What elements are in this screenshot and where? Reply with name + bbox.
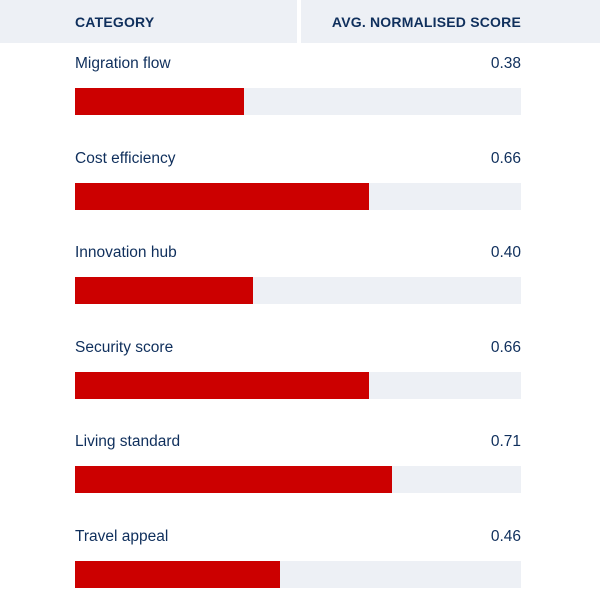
category-label: Security score (75, 338, 174, 356)
category-label: Innovation hub (75, 244, 177, 261)
bar (75, 88, 245, 115)
bar-row: Migration flow 0.38 (75, 55, 521, 115)
value-label: 0.40 (490, 244, 521, 261)
bar-track (75, 277, 521, 304)
bar (75, 371, 370, 399)
bar (75, 277, 254, 304)
category-label: Living standard (75, 433, 181, 450)
bar-track (75, 466, 521, 493)
bar-track (75, 182, 521, 210)
category-label: Travel appeal (75, 527, 169, 545)
category-label: Migration flow (75, 55, 171, 72)
bar-row: Cost efficiency 0.66 (75, 150, 521, 210)
bar (75, 182, 370, 210)
bar (75, 466, 392, 493)
bar-row: Travel appeal 0.46 (75, 528, 521, 588)
bar-track (75, 88, 521, 115)
header-score: AVG. NORMALISED SCORE (301, 0, 600, 43)
bar-track (75, 371, 521, 399)
bar-track (75, 560, 521, 588)
value-label: 0.46 (490, 527, 521, 545)
value-label: 0.66 (490, 149, 521, 167)
value-label: 0.71 (490, 433, 521, 450)
bar-row: Living standard 0.71 (75, 433, 521, 493)
value-label: 0.38 (490, 55, 521, 72)
value-label: 0.66 (490, 338, 521, 356)
bar (75, 560, 281, 588)
bar-row: Innovation hub 0.40 (75, 244, 521, 304)
bar-row: Security score 0.66 (75, 339, 521, 399)
header-category: CATEGORY (0, 0, 297, 43)
category-label: Cost efficiency (75, 149, 176, 167)
